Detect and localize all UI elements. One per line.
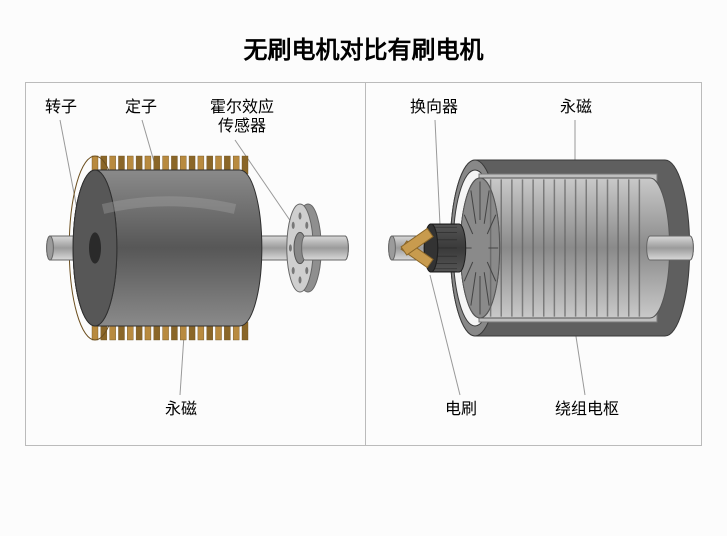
label-armature: 绕组电枢 [555, 400, 619, 419]
label-rotor: 转子 [45, 98, 77, 117]
label-magnet-right: 永磁 [560, 98, 592, 117]
label-brush: 电刷 [445, 400, 477, 419]
label-magnet-left: 永磁 [165, 400, 197, 419]
brushed-motor-diagram [0, 0, 727, 536]
label-commutator: 换向器 [410, 98, 458, 117]
label-stator: 定子 [125, 98, 157, 117]
label-hall: 霍尔效应 传感器 [210, 98, 274, 136]
